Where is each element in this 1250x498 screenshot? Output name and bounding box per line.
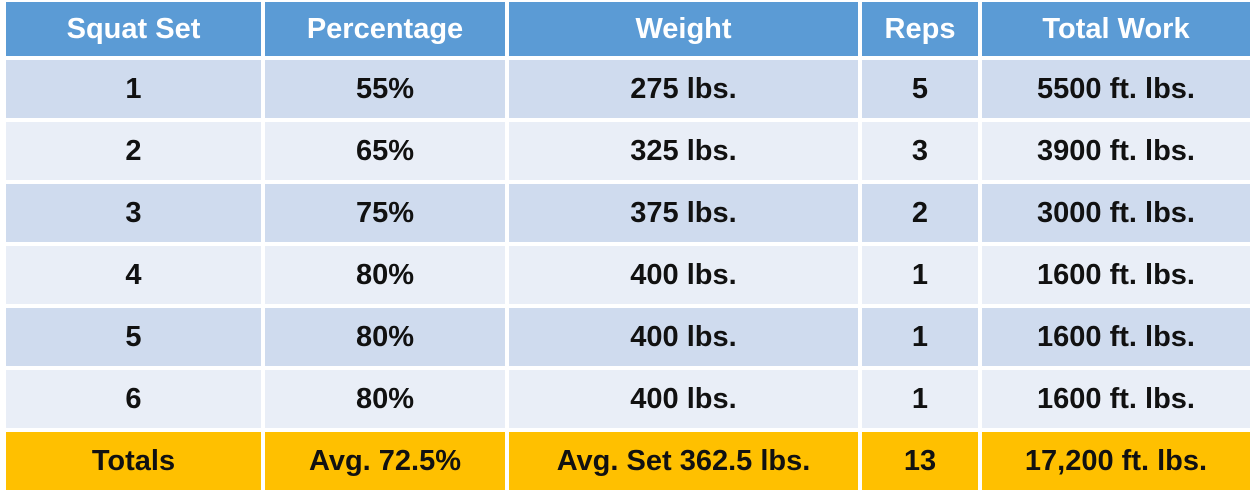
cell: 55% — [265, 60, 505, 118]
cell: 6 — [6, 370, 261, 428]
cell: 400 lbs. — [509, 370, 858, 428]
cell: 1600 ft. lbs. — [982, 370, 1250, 428]
cell: 1 — [862, 308, 978, 366]
totals-cell: 13 — [862, 432, 978, 490]
totals-cell: Avg. 72.5% — [265, 432, 505, 490]
cell: 80% — [265, 246, 505, 304]
cell: 80% — [265, 308, 505, 366]
data-row: 3 75% 375 lbs. 2 3000 ft. lbs. — [6, 184, 1250, 242]
header-cell: Reps — [862, 2, 978, 56]
data-row: 6 80% 400 lbs. 1 1600 ft. lbs. — [6, 370, 1250, 428]
cell: 4 — [6, 246, 261, 304]
cell: 1600 ft. lbs. — [982, 246, 1250, 304]
totals-row: Totals Avg. 72.5% Avg. Set 362.5 lbs. 13 17,… — [6, 432, 1250, 490]
cell: 3 — [6, 184, 261, 242]
header-cell: Squat Set — [6, 2, 261, 56]
cell: 325 lbs. — [509, 122, 858, 180]
header-cell: Total Work — [982, 2, 1250, 56]
data-row: 2 65% 325 lbs. 3 3900 ft. lbs. — [6, 122, 1250, 180]
cell: 2 — [6, 122, 261, 180]
cell: 5500 ft. lbs. — [982, 60, 1250, 118]
cell: 400 lbs. — [509, 246, 858, 304]
cell: 1 — [6, 60, 261, 118]
data-row: 5 80% 400 lbs. 1 1600 ft. lbs. — [6, 308, 1250, 366]
cell: 2 — [862, 184, 978, 242]
header-row: Squat Set Percentage Weight Reps Total Work — [6, 2, 1250, 56]
data-row: 1 55% 275 lbs. 5 5500 ft. lbs. — [6, 60, 1250, 118]
totals-cell: Totals — [6, 432, 261, 490]
cell: 3900 ft. lbs. — [982, 122, 1250, 180]
cell: 400 lbs. — [509, 308, 858, 366]
header-cell: Percentage — [265, 2, 505, 56]
header-cell: Weight — [509, 2, 858, 56]
cell: 65% — [265, 122, 505, 180]
cell: 5 — [862, 60, 978, 118]
cell: 3000 ft. lbs. — [982, 184, 1250, 242]
cell: 80% — [265, 370, 505, 428]
totals-cell: 17,200 ft. lbs. — [982, 432, 1250, 490]
data-row: 4 80% 400 lbs. 1 1600 ft. lbs. — [6, 246, 1250, 304]
cell: 75% — [265, 184, 505, 242]
cell: 1600 ft. lbs. — [982, 308, 1250, 366]
cell: 5 — [6, 308, 261, 366]
cell: 375 lbs. — [509, 184, 858, 242]
cell: 275 lbs. — [509, 60, 858, 118]
cell: 1 — [862, 246, 978, 304]
cell: 1 — [862, 370, 978, 428]
totals-cell: Avg. Set 362.5 lbs. — [509, 432, 858, 490]
cell: 3 — [862, 122, 978, 180]
